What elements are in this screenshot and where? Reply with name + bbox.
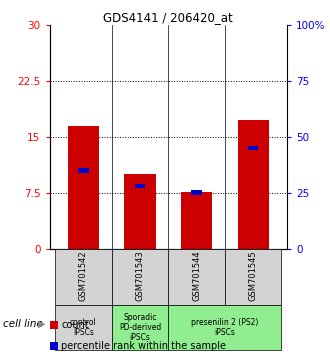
Text: percentile rank within the sample: percentile rank within the sample xyxy=(61,341,226,351)
Bar xyxy=(112,249,168,305)
Bar xyxy=(225,249,281,305)
Text: cell line: cell line xyxy=(3,319,43,329)
Text: GSM701545: GSM701545 xyxy=(249,251,258,301)
Bar xyxy=(168,249,225,305)
Text: ▶: ▶ xyxy=(38,319,46,329)
Text: GSM701542: GSM701542 xyxy=(79,251,88,301)
Bar xyxy=(181,192,212,249)
Bar xyxy=(112,305,168,350)
Text: control
IPSCs: control IPSCs xyxy=(70,318,97,337)
Bar xyxy=(55,249,112,305)
Bar xyxy=(78,168,88,172)
Bar xyxy=(135,184,145,188)
Bar xyxy=(68,126,99,249)
Text: count: count xyxy=(61,320,89,330)
Bar xyxy=(124,174,155,249)
Text: presenilin 2 (PS2)
iPSCs: presenilin 2 (PS2) iPSCs xyxy=(191,318,259,337)
Bar xyxy=(55,305,112,350)
Title: GDS4141 / 206420_at: GDS4141 / 206420_at xyxy=(103,11,233,24)
Text: GSM701544: GSM701544 xyxy=(192,251,201,301)
Bar xyxy=(168,305,281,350)
Text: Sporadic
PD-derived
iPSCs: Sporadic PD-derived iPSCs xyxy=(119,313,161,342)
Bar xyxy=(238,120,269,249)
Bar xyxy=(248,146,258,150)
Bar xyxy=(191,190,202,195)
Text: GSM701543: GSM701543 xyxy=(136,251,145,302)
